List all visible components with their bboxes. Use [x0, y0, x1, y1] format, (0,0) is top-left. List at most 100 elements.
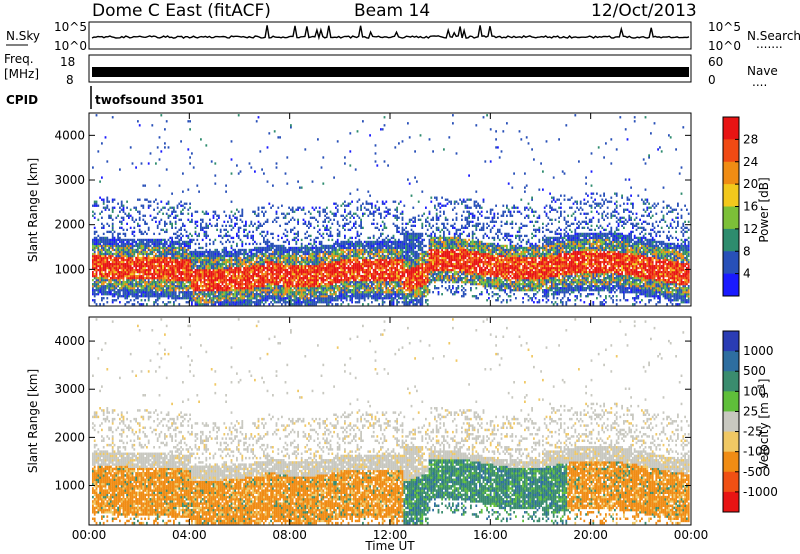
power-cell	[169, 246, 172, 250]
power-cell	[282, 276, 285, 280]
power-cell	[293, 252, 296, 256]
power-cell	[299, 287, 301, 290]
power-cell	[270, 232, 272, 236]
power-cell	[137, 210, 139, 213]
power-cell	[252, 242, 254, 246]
power-cell	[160, 260, 163, 264]
power-cell	[257, 274, 260, 278]
power-cell	[219, 268, 222, 272]
power-cell	[137, 285, 139, 288]
power-cell	[326, 272, 328, 276]
power-cell	[117, 246, 119, 250]
power-cell	[327, 254, 330, 258]
power-cell	[203, 254, 206, 258]
power-cell	[367, 289, 370, 292]
power-cell	[347, 303, 350, 306]
power-cell	[304, 236, 307, 240]
power-cell	[331, 248, 334, 252]
power-cell	[362, 252, 364, 256]
power-cell	[194, 303, 197, 306]
power-cell	[176, 262, 179, 266]
power-cell	[124, 244, 127, 248]
power-cell	[147, 200, 150, 203]
power-cell	[92, 272, 94, 276]
power-cell	[92, 299, 94, 302]
power-cell	[255, 242, 258, 246]
power-cell	[209, 238, 211, 242]
power-cell	[198, 232, 200, 236]
power-cell	[369, 252, 371, 256]
power-cell	[250, 297, 253, 300]
power-cell	[351, 236, 353, 240]
power-cell	[243, 270, 245, 274]
power-cell	[135, 289, 137, 292]
power-cell	[225, 268, 227, 272]
power-cell	[313, 256, 316, 260]
power-cell	[363, 299, 366, 302]
power-cell	[169, 222, 172, 225]
power-cell	[137, 282, 139, 286]
power-cell	[95, 238, 98, 242]
power-cell	[342, 266, 344, 270]
power-cell	[263, 274, 265, 278]
power-cell	[300, 250, 303, 254]
power-cell	[110, 270, 112, 274]
power-cell	[232, 226, 235, 230]
power-cell	[182, 282, 184, 286]
power-cell	[327, 262, 330, 266]
power-cell	[266, 250, 269, 254]
power-cell	[151, 285, 154, 288]
power-cell	[336, 248, 339, 252]
power-cell	[144, 214, 146, 217]
power-cell	[93, 276, 96, 280]
power-cell	[133, 303, 136, 306]
power-cell	[183, 282, 186, 286]
power-cell	[95, 287, 98, 290]
power-cell	[117, 268, 119, 272]
power-cell	[250, 287, 253, 290]
power-cell	[306, 276, 308, 280]
power-cell	[365, 293, 368, 296]
power-cell	[246, 260, 249, 264]
power-cell	[356, 230, 359, 234]
power-cell	[111, 266, 114, 270]
power-cell	[268, 285, 271, 288]
power-cell	[228, 293, 231, 296]
power-cell	[245, 260, 247, 264]
power-cell	[149, 287, 152, 290]
power-cell	[99, 180, 101, 183]
power-cell	[171, 293, 173, 296]
power-cell	[347, 295, 350, 298]
power-cell	[180, 260, 182, 264]
power-cell	[167, 270, 170, 274]
power-cell	[306, 299, 308, 302]
power-cell	[344, 162, 346, 165]
power-cell	[273, 287, 276, 290]
power-cell	[336, 295, 339, 298]
power-cell	[153, 242, 155, 246]
power-cell	[347, 242, 350, 246]
power-cell	[363, 295, 366, 298]
power-cell	[133, 262, 136, 266]
power-cell	[178, 256, 181, 260]
power-cell	[234, 278, 236, 282]
power-cell	[279, 299, 281, 302]
power-cell	[252, 274, 254, 278]
power-cell	[297, 293, 299, 296]
power-cell	[272, 232, 274, 236]
power-cell	[228, 256, 231, 260]
power-cell	[313, 278, 316, 282]
power-cell	[191, 258, 193, 262]
power-cell	[153, 280, 155, 284]
power-cell	[113, 198, 116, 201]
power-cell	[110, 266, 112, 270]
power-cell	[176, 287, 179, 290]
power-cell	[183, 272, 186, 276]
power-cell	[322, 295, 325, 298]
power-cell	[313, 274, 316, 278]
power-cell	[144, 248, 146, 252]
power-cell	[108, 264, 110, 268]
power-cell	[290, 260, 292, 264]
power-cell	[228, 266, 231, 270]
power-cell	[293, 210, 296, 213]
